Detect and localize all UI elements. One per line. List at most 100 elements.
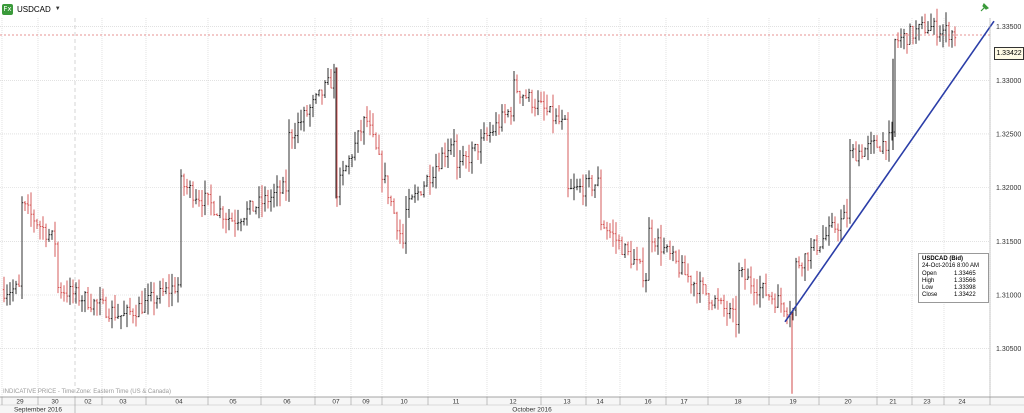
ohlc-bar bbox=[917, 23, 921, 41]
ohlc-bar bbox=[275, 175, 279, 207]
x-day-label: 12 bbox=[509, 399, 517, 406]
ohlc-bar bbox=[605, 221, 609, 240]
ohlc-bar bbox=[278, 180, 282, 207]
ohlc-bar bbox=[131, 308, 135, 324]
x-day-label: 16 bbox=[644, 399, 652, 406]
x-day-label: 13 bbox=[563, 399, 571, 406]
ohlc-bar bbox=[929, 13, 933, 31]
ohlc-bar bbox=[548, 106, 552, 113]
legend-title: USDCAD (Bid) bbox=[922, 256, 963, 262]
ohlc-bar bbox=[785, 307, 789, 325]
ohlc-bar bbox=[647, 217, 651, 281]
ohlc-bar bbox=[779, 287, 783, 313]
ohlc-bar bbox=[734, 295, 738, 338]
x-day-label: 17 bbox=[680, 399, 688, 406]
ohlc-bar bbox=[353, 131, 357, 161]
ohlc-bar bbox=[302, 106, 306, 132]
ohlc-bar bbox=[149, 281, 153, 302]
x-day-label: 06 bbox=[283, 399, 291, 406]
ohlc-bar bbox=[551, 94, 555, 134]
x-day-label: 05 bbox=[229, 399, 237, 406]
ohlc-bar bbox=[197, 189, 201, 207]
ohlc-bar bbox=[761, 282, 765, 299]
ohlc-bar bbox=[20, 196, 24, 299]
ohlc-bar bbox=[122, 300, 126, 317]
ohlc-bar bbox=[8, 282, 12, 306]
ohlc-bar bbox=[434, 153, 438, 189]
ohlc-bar bbox=[467, 144, 471, 172]
ohlc-bar bbox=[638, 258, 642, 264]
ohlc-bar bbox=[146, 283, 150, 315]
ohlc-bar bbox=[107, 308, 111, 322]
ohlc-bar bbox=[413, 184, 417, 203]
ohlc-bar bbox=[866, 135, 870, 161]
ohlc-bar bbox=[512, 71, 516, 122]
ohlc-bar bbox=[128, 297, 132, 316]
trendline bbox=[784, 20, 995, 323]
ohlc-bar bbox=[158, 280, 162, 304]
ohlc-bar bbox=[656, 228, 660, 255]
pin-icon[interactable] bbox=[979, 3, 989, 13]
ohlc-bar bbox=[836, 223, 840, 242]
ohlc-bar bbox=[506, 109, 510, 118]
ohlc-bar bbox=[89, 293, 93, 313]
ohlc-bar bbox=[635, 246, 639, 271]
axis-layer: 1.33500 1.33000 1.32500 1.32000 1.31500 1.310… bbox=[0, 18, 1024, 413]
ohlc-bar bbox=[878, 145, 882, 152]
ohlc-bar bbox=[710, 299, 714, 311]
y-tick-label: 1.32500 bbox=[996, 131, 1021, 138]
ohlc-bar bbox=[203, 180, 207, 216]
ohlc-bar bbox=[695, 270, 699, 304]
ohlc-bar bbox=[905, 33, 909, 54]
ohlc-bar bbox=[119, 315, 123, 330]
ohlc-bar bbox=[602, 220, 606, 229]
ohlc-bar bbox=[446, 138, 450, 168]
ohlc-bar bbox=[770, 291, 774, 305]
ohlc-bar bbox=[539, 91, 543, 104]
ohlc-bar bbox=[740, 266, 744, 278]
ohlc-bar bbox=[488, 121, 492, 143]
ohlc-bar bbox=[245, 201, 249, 226]
ohlc-bar bbox=[569, 178, 573, 190]
ohlc-bar bbox=[755, 279, 759, 305]
ohlc-bar bbox=[101, 288, 105, 305]
ohlc-bar bbox=[182, 173, 186, 196]
ohlc-bar bbox=[953, 26, 957, 47]
ohlc-bar bbox=[380, 150, 384, 193]
ohlc-bar bbox=[860, 144, 864, 159]
symbol-selector[interactable]: Fx USDCAD ▼ bbox=[2, 2, 61, 16]
ohlc-bar bbox=[752, 278, 756, 306]
ohlc-bar bbox=[287, 119, 291, 202]
ohlc-bar bbox=[239, 218, 243, 232]
x-day-label: 11 bbox=[453, 399, 460, 406]
ohlc-bar bbox=[608, 223, 612, 239]
ohlc-bar bbox=[881, 132, 885, 154]
ohlc-bar bbox=[545, 94, 549, 116]
ohlc-bar bbox=[848, 139, 852, 224]
legend-date: 24-Oct-2016 8:00 AM bbox=[922, 263, 980, 270]
chevron-down-icon[interactable]: ▼ bbox=[54, 6, 61, 12]
ohlc-bar bbox=[731, 298, 735, 323]
y-tick-label: 1.31500 bbox=[996, 239, 1021, 246]
legend-row-close: Close 1.33422 bbox=[922, 292, 976, 299]
symbol-label: USDCAD bbox=[17, 4, 51, 14]
ohlc-bar bbox=[257, 186, 261, 219]
ohlc-bar bbox=[818, 246, 822, 253]
ohlc-bar bbox=[23, 201, 27, 211]
ohlc-bar bbox=[950, 30, 954, 48]
ohlc-bar bbox=[884, 140, 888, 160]
ohlc-bar bbox=[230, 212, 234, 222]
ohlc-bars bbox=[2, 8, 957, 394]
x-day-label: 23 bbox=[923, 399, 931, 406]
ohlc-bar bbox=[743, 258, 747, 290]
ohlc-bar bbox=[482, 122, 486, 141]
ohlc-bar bbox=[590, 174, 594, 197]
ohlc-bar bbox=[596, 166, 600, 187]
ohlc-bar bbox=[401, 223, 405, 249]
y-tick-label: 1.33500 bbox=[996, 24, 1021, 31]
ohlc-bar bbox=[59, 282, 63, 299]
ohlc-bar bbox=[749, 266, 753, 294]
ohlc-bar bbox=[212, 200, 216, 216]
ohlc-bar bbox=[2, 276, 6, 303]
